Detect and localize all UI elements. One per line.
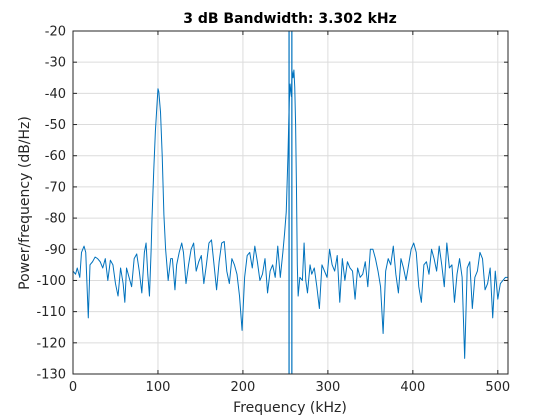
y-tick-label: -20 — [45, 25, 66, 40]
x-tick-label: 0 — [69, 380, 77, 395]
plot-area — [72, 31, 508, 374]
y-tick-label: -80 — [45, 212, 66, 227]
x-tick-label: 400 — [400, 380, 425, 395]
x-tick-label: 500 — [485, 380, 510, 395]
axes-frame — [72, 30, 509, 375]
psd-series-line — [72, 69, 508, 359]
y-tick-label: -90 — [45, 243, 66, 258]
axes-box — [72, 30, 509, 375]
x-axis-label: Frequency (kHz) — [233, 400, 347, 416]
y-tick-label: -120 — [36, 336, 66, 351]
tick-labels: 0 100 200 300 400 500 -20 -30 -40 -50 -60 -70 -80 -90… — [36, 25, 510, 396]
x-tick-label: 100 — [146, 380, 171, 395]
y-tick-label: -130 — [36, 368, 66, 383]
y-axis-label: Power/frequency (dB/Hz) — [17, 116, 33, 290]
y-tick-label: -100 — [36, 274, 66, 289]
y-tick-label: -30 — [45, 56, 66, 71]
y-tick-label: -50 — [45, 118, 66, 133]
y-tick-label: -70 — [45, 180, 66, 195]
grid — [72, 30, 508, 375]
y-tick-label: -110 — [36, 305, 66, 320]
y-tick-label: -40 — [45, 87, 66, 102]
y-tick-label: -60 — [45, 149, 66, 164]
x-tick-label: 300 — [315, 380, 340, 395]
chart-title: 3 dB Bandwidth: 3.302 kHz — [183, 11, 397, 27]
x-tick-label: 200 — [231, 380, 256, 395]
